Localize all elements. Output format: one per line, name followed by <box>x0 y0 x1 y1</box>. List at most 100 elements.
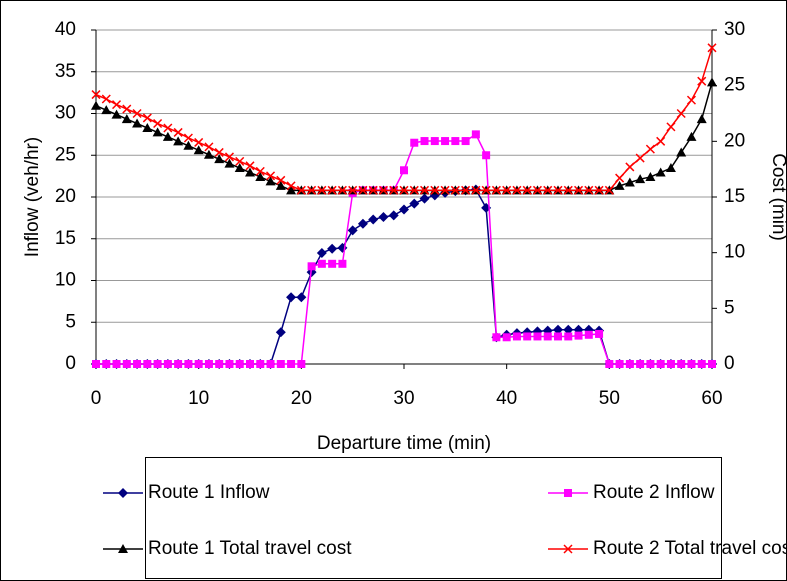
marker <box>635 174 646 184</box>
marker <box>492 333 501 342</box>
marker <box>91 90 101 100</box>
marker <box>502 333 511 342</box>
marker <box>707 77 717 87</box>
marker <box>122 360 131 368</box>
marker <box>225 360 234 368</box>
marker <box>522 185 532 195</box>
marker <box>194 137 204 147</box>
y-tick-label: 25 <box>55 144 76 165</box>
marker <box>491 185 501 195</box>
y2-tick-label: 10 <box>724 242 745 263</box>
marker <box>574 331 583 340</box>
legend-marker <box>118 544 128 553</box>
legend-marker <box>563 544 573 554</box>
marker <box>451 137 460 146</box>
x-tick-label: 50 <box>599 388 620 409</box>
marker <box>121 114 132 124</box>
y2-axis-label: Cost (min) <box>768 153 787 241</box>
y2-tick-label: 20 <box>724 130 745 151</box>
marker <box>471 185 481 195</box>
marker <box>327 243 338 254</box>
marker <box>574 185 584 195</box>
marker <box>399 185 409 195</box>
marker <box>163 360 172 368</box>
marker <box>286 292 297 303</box>
y-tick-label: 40 <box>55 19 76 40</box>
marker <box>512 332 521 341</box>
marker <box>194 360 203 368</box>
marker <box>615 360 624 368</box>
y-axis-label: Inflow (veh/hr) <box>22 137 43 257</box>
marker <box>656 136 666 146</box>
marker <box>471 130 480 139</box>
marker <box>266 171 276 181</box>
x-tick-label: 30 <box>393 388 414 409</box>
marker <box>636 360 645 368</box>
marker <box>378 212 389 223</box>
marker <box>604 185 614 195</box>
marker <box>512 185 522 195</box>
marker <box>275 327 286 338</box>
marker <box>461 137 470 146</box>
marker <box>615 173 625 183</box>
x-axis-label: Departure time (min) <box>317 433 491 454</box>
marker <box>92 360 100 368</box>
marker <box>666 360 675 368</box>
marker <box>686 95 696 105</box>
x-tick-label: 40 <box>496 388 517 409</box>
y2-tick-label: 25 <box>724 75 745 96</box>
marker <box>203 149 214 159</box>
marker <box>122 104 132 114</box>
marker <box>543 185 553 195</box>
marker <box>482 151 491 160</box>
marker <box>656 360 665 368</box>
x-tick-label: 20 <box>291 388 312 409</box>
marker <box>686 131 697 141</box>
marker <box>368 214 379 225</box>
marker <box>307 262 316 271</box>
marker <box>409 185 419 195</box>
marker <box>595 329 604 338</box>
marker <box>153 118 163 129</box>
marker <box>102 360 111 368</box>
marker <box>142 122 153 132</box>
marker <box>183 140 194 150</box>
marker <box>707 43 717 53</box>
marker <box>266 360 275 368</box>
marker <box>564 332 573 341</box>
y2-tick-label: 30 <box>724 19 745 40</box>
marker <box>204 360 213 368</box>
marker <box>101 105 112 115</box>
marker <box>174 360 183 368</box>
y-tick-label: 10 <box>55 270 76 291</box>
marker <box>163 123 173 133</box>
y-tick-label: 5 <box>65 311 76 332</box>
marker <box>430 137 439 146</box>
x-tick-label: 60 <box>701 388 722 409</box>
marker <box>400 166 408 175</box>
marker <box>348 185 358 195</box>
marker <box>215 360 224 368</box>
marker <box>265 176 276 186</box>
legend-label: Route 1 Inflow <box>148 482 270 503</box>
marker <box>91 100 101 110</box>
marker <box>316 247 327 258</box>
marker <box>338 259 347 268</box>
legend-label: Route 2 Total travel cost <box>593 538 787 559</box>
marker <box>543 332 552 341</box>
x-tick-label: 0 <box>91 388 102 409</box>
marker <box>224 152 234 162</box>
legend-marker <box>118 488 128 498</box>
marker <box>399 204 409 215</box>
marker <box>162 131 173 141</box>
marker <box>410 138 419 147</box>
marker <box>234 163 245 173</box>
marker <box>256 360 265 368</box>
marker <box>214 147 224 157</box>
marker <box>523 332 532 341</box>
marker <box>677 360 686 368</box>
marker <box>235 156 245 166</box>
marker <box>646 360 655 368</box>
marker <box>235 360 244 368</box>
